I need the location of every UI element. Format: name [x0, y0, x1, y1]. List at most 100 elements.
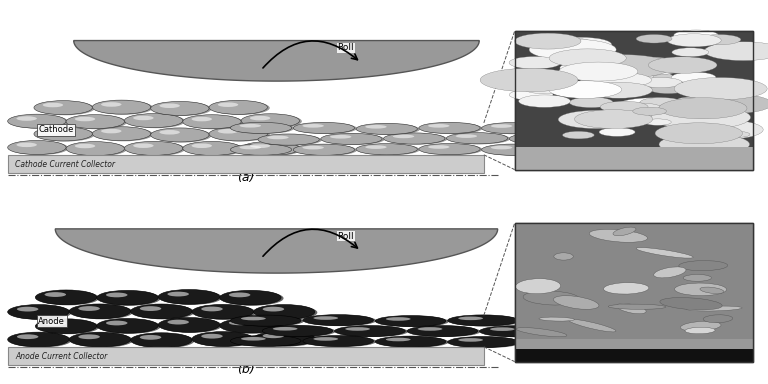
- Ellipse shape: [262, 325, 333, 336]
- Ellipse shape: [554, 82, 606, 95]
- Ellipse shape: [10, 141, 68, 155]
- Ellipse shape: [574, 55, 672, 78]
- Ellipse shape: [448, 315, 518, 326]
- Ellipse shape: [378, 316, 449, 327]
- Ellipse shape: [45, 292, 66, 297]
- Ellipse shape: [548, 81, 622, 98]
- Ellipse shape: [263, 333, 284, 338]
- Ellipse shape: [160, 130, 180, 134]
- Ellipse shape: [482, 144, 543, 155]
- Ellipse shape: [43, 129, 63, 134]
- Ellipse shape: [330, 135, 352, 139]
- Ellipse shape: [36, 127, 94, 142]
- Ellipse shape: [250, 144, 270, 148]
- Ellipse shape: [17, 307, 38, 311]
- Text: Roll: Roll: [337, 43, 354, 53]
- Ellipse shape: [241, 141, 300, 156]
- Ellipse shape: [8, 141, 66, 154]
- Ellipse shape: [101, 102, 121, 107]
- Ellipse shape: [241, 337, 266, 341]
- Ellipse shape: [386, 133, 447, 144]
- Ellipse shape: [131, 304, 192, 319]
- Ellipse shape: [99, 319, 161, 334]
- Ellipse shape: [522, 82, 573, 94]
- Ellipse shape: [484, 123, 545, 134]
- Ellipse shape: [671, 72, 716, 83]
- Ellipse shape: [640, 78, 682, 88]
- Ellipse shape: [359, 144, 420, 155]
- Ellipse shape: [482, 326, 553, 337]
- Ellipse shape: [17, 334, 38, 339]
- Bar: [515, 223, 753, 362]
- Ellipse shape: [703, 315, 733, 323]
- Ellipse shape: [359, 124, 420, 135]
- Ellipse shape: [66, 115, 124, 129]
- Ellipse shape: [725, 131, 750, 137]
- Ellipse shape: [160, 103, 180, 108]
- Ellipse shape: [92, 127, 151, 141]
- Ellipse shape: [243, 142, 302, 156]
- Ellipse shape: [568, 319, 616, 332]
- Bar: [8, 155, 484, 173]
- Ellipse shape: [455, 134, 477, 138]
- Ellipse shape: [410, 326, 481, 337]
- Ellipse shape: [356, 123, 417, 134]
- Ellipse shape: [69, 304, 131, 319]
- Ellipse shape: [230, 122, 292, 134]
- Ellipse shape: [422, 144, 482, 155]
- Ellipse shape: [479, 326, 550, 337]
- Ellipse shape: [258, 134, 319, 145]
- Ellipse shape: [233, 144, 294, 156]
- Ellipse shape: [38, 319, 99, 334]
- Ellipse shape: [133, 333, 194, 348]
- Ellipse shape: [201, 334, 223, 339]
- Text: Anode Current Collector: Anode Current Collector: [15, 351, 108, 361]
- Ellipse shape: [458, 316, 483, 320]
- Ellipse shape: [35, 319, 97, 334]
- Ellipse shape: [303, 124, 324, 127]
- Ellipse shape: [194, 332, 256, 347]
- Ellipse shape: [124, 141, 183, 156]
- Ellipse shape: [256, 332, 317, 346]
- Ellipse shape: [554, 296, 599, 309]
- Ellipse shape: [659, 134, 750, 155]
- Ellipse shape: [140, 306, 161, 311]
- Ellipse shape: [484, 144, 545, 156]
- Ellipse shape: [16, 142, 37, 147]
- Ellipse shape: [220, 318, 281, 333]
- Ellipse shape: [509, 133, 571, 144]
- Ellipse shape: [167, 320, 189, 324]
- Ellipse shape: [674, 78, 767, 100]
- Ellipse shape: [43, 103, 63, 107]
- Ellipse shape: [637, 77, 682, 88]
- Ellipse shape: [35, 290, 97, 305]
- Ellipse shape: [480, 68, 578, 92]
- Ellipse shape: [94, 127, 153, 141]
- Ellipse shape: [161, 318, 222, 333]
- Ellipse shape: [256, 305, 317, 320]
- Ellipse shape: [345, 327, 370, 331]
- Ellipse shape: [616, 103, 664, 114]
- Ellipse shape: [613, 98, 696, 118]
- Ellipse shape: [153, 102, 211, 116]
- Ellipse shape: [337, 326, 408, 337]
- Ellipse shape: [323, 134, 385, 145]
- Ellipse shape: [151, 128, 209, 142]
- Ellipse shape: [8, 114, 66, 128]
- Ellipse shape: [209, 100, 267, 114]
- Ellipse shape: [241, 114, 300, 128]
- Bar: [515, 223, 753, 339]
- Ellipse shape: [66, 142, 124, 156]
- Ellipse shape: [529, 39, 616, 60]
- Ellipse shape: [451, 337, 521, 348]
- Ellipse shape: [16, 116, 37, 121]
- Ellipse shape: [690, 94, 768, 114]
- Ellipse shape: [659, 98, 747, 119]
- Ellipse shape: [296, 123, 357, 134]
- Ellipse shape: [700, 287, 724, 293]
- Ellipse shape: [589, 229, 647, 242]
- Ellipse shape: [515, 279, 561, 294]
- Ellipse shape: [549, 49, 626, 68]
- Ellipse shape: [407, 326, 478, 337]
- Text: Anode: Anode: [38, 316, 65, 326]
